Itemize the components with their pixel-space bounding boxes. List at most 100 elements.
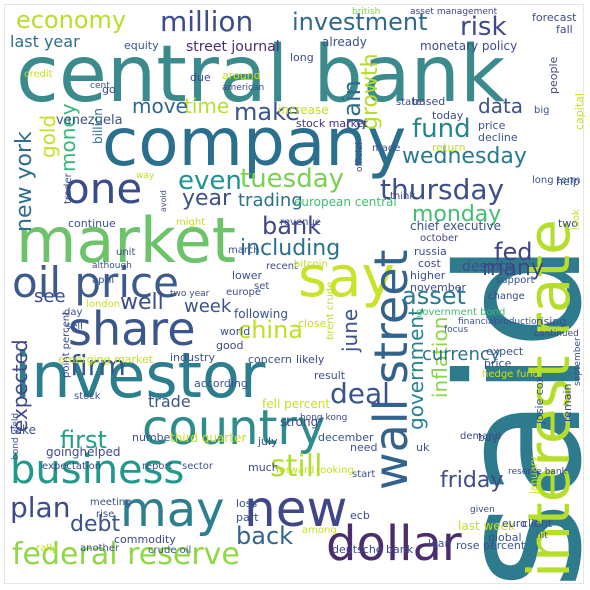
word-good: good (216, 339, 244, 352)
word-capital: capital (573, 93, 586, 130)
word-street-journal: street journal (186, 39, 280, 55)
word-hit: hit (536, 531, 548, 541)
word-stock: stock (74, 391, 101, 402)
word-long: long (290, 51, 314, 64)
word-make: make (234, 98, 300, 126)
word-fell-percent: fell percent (262, 397, 331, 411)
word-around: around (222, 69, 261, 82)
word-risk: risk (460, 12, 507, 42)
word-people: people (547, 56, 560, 94)
word-european-central: european central (294, 195, 397, 209)
word-new: new (244, 480, 348, 538)
word-according: according (194, 377, 248, 390)
word-change: change (488, 291, 525, 302)
word-expectation: expectation (42, 461, 102, 472)
word-expect: expect (486, 345, 524, 358)
word-brent-crude: brent crude (325, 281, 336, 340)
word-made: made (372, 143, 401, 154)
word-lower: lower (232, 269, 263, 282)
word-monetary-policy: monetary policy (420, 39, 518, 53)
word-go: go (102, 83, 116, 96)
word-support: support (496, 275, 535, 286)
word-rising: rising (536, 315, 567, 328)
word-government: government (404, 308, 428, 430)
word-wednesday: wednesday (402, 144, 527, 169)
word-among: among (302, 525, 337, 536)
word-economy: economy (16, 6, 127, 34)
word-day: day (64, 307, 83, 318)
word-june: june (338, 308, 362, 352)
word-loan: loan (428, 537, 452, 550)
word-hedge-fund: hedge fund (482, 369, 540, 380)
word-rally: rally (36, 543, 58, 554)
word-close: close (298, 317, 327, 330)
word-friday: friday (440, 468, 504, 493)
word-much: much (248, 461, 279, 474)
word-market: market (16, 204, 237, 277)
word-deutsche-bank: deutsche bank (332, 543, 414, 556)
word-even: even (178, 166, 242, 196)
word-april: april (92, 275, 115, 286)
word-loss: loss (236, 497, 258, 510)
word-start: start (352, 469, 376, 480)
word-bitcoin: bitcoin (294, 259, 328, 270)
word-many: many (482, 256, 544, 281)
word-dollar: dollar (326, 516, 462, 572)
word-gold: gold (36, 114, 60, 158)
word-might: might (176, 217, 206, 228)
word-although: although (92, 261, 132, 271)
word-official: official (355, 142, 365, 172)
word-set: set (254, 281, 270, 292)
word-buy: buy (478, 431, 499, 444)
word-november: november (410, 281, 466, 294)
word-including: including (240, 236, 341, 261)
word-move: move (132, 94, 188, 118)
word-think: think (390, 191, 416, 202)
word-given: given (470, 505, 495, 515)
word-march: march (228, 245, 260, 256)
word-way: way (136, 171, 155, 181)
word-cost: cost (418, 257, 441, 270)
word-share: share (68, 302, 196, 356)
word-october: october (420, 233, 459, 244)
word-industry: industry (170, 351, 216, 364)
word-monday: monday (412, 202, 502, 227)
word-concern: concern (248, 353, 292, 366)
word-sector: sector (182, 461, 214, 472)
word-following: following (234, 307, 288, 321)
word-rise: rise (96, 509, 115, 520)
word-due: due (190, 71, 211, 84)
word-china: china (238, 316, 303, 344)
word-two: two (558, 217, 579, 230)
word-price-2: price (484, 357, 512, 370)
word-reserve-bank: reserve bank (508, 467, 567, 477)
word-trading: trading (238, 190, 303, 211)
word-based: based (412, 95, 446, 108)
word-price: price (478, 119, 506, 132)
word-july: july (258, 435, 278, 448)
word-trade: trade (148, 392, 191, 411)
word-forecast: forecast (532, 11, 577, 24)
word-firm: firm (70, 349, 126, 382)
word-focus: focus (444, 325, 469, 335)
word-forward-looking: forward looking (276, 465, 354, 476)
word-likely: likely (296, 353, 325, 366)
word-asset: asset (402, 282, 466, 310)
word-financial: financial (458, 317, 497, 327)
word-bank: bank (262, 212, 322, 240)
word-see: see (34, 286, 66, 307)
word-euro: euro (502, 517, 527, 530)
word-big: big (534, 105, 550, 116)
word-plan: plan (10, 491, 71, 524)
word-currency: currency (422, 344, 501, 365)
word-state: state (396, 97, 422, 108)
word-josie-cox: josie cox (533, 376, 546, 424)
word-september: september (573, 337, 583, 386)
word-federal-reserve: federal reserve (12, 537, 240, 572)
word-company: company (102, 104, 407, 181)
word-goinghelped: goinghelped (46, 445, 121, 459)
word-return: return (432, 141, 466, 154)
word-venezuela: venezuela (56, 113, 123, 128)
word-third-quarter: third quarter (170, 431, 247, 445)
